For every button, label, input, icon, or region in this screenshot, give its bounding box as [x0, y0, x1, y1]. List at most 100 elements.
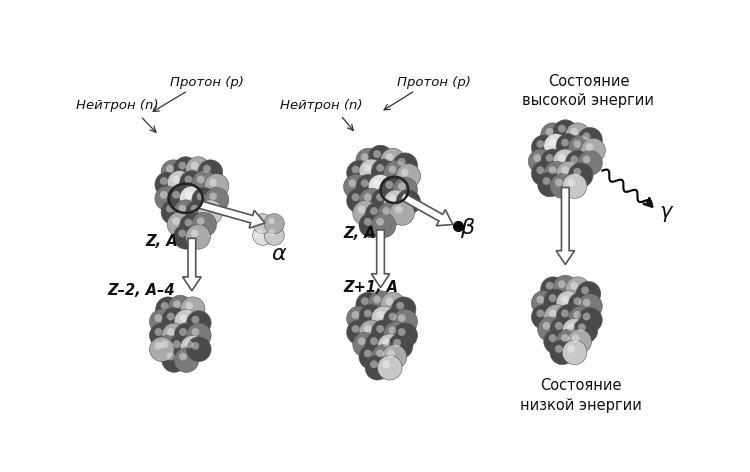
Circle shape	[256, 218, 263, 224]
Circle shape	[532, 161, 556, 186]
Text: Z, A: Z, A	[344, 226, 376, 241]
Circle shape	[545, 282, 554, 290]
Circle shape	[386, 297, 393, 305]
Circle shape	[376, 164, 384, 172]
Text: Z+1, A: Z+1, A	[344, 280, 398, 295]
Circle shape	[398, 314, 406, 322]
Circle shape	[393, 153, 418, 177]
Circle shape	[187, 311, 211, 336]
Circle shape	[361, 297, 369, 305]
Circle shape	[172, 217, 180, 225]
Circle shape	[190, 229, 199, 237]
Circle shape	[371, 213, 396, 237]
Text: Состояние
высокой энергии: Состояние высокой энергии	[523, 74, 655, 109]
Circle shape	[173, 225, 198, 249]
Circle shape	[371, 345, 396, 369]
Circle shape	[356, 148, 380, 173]
Polygon shape	[183, 238, 201, 291]
Circle shape	[553, 149, 578, 174]
Circle shape	[185, 340, 194, 348]
Circle shape	[390, 201, 415, 225]
Circle shape	[549, 294, 556, 302]
Circle shape	[368, 291, 393, 315]
Circle shape	[346, 188, 371, 213]
Circle shape	[377, 202, 402, 227]
Circle shape	[361, 179, 369, 187]
Circle shape	[570, 128, 578, 135]
Circle shape	[361, 153, 369, 161]
Circle shape	[586, 143, 593, 151]
Circle shape	[349, 179, 356, 187]
Circle shape	[160, 191, 168, 199]
Circle shape	[167, 186, 192, 211]
Circle shape	[192, 170, 217, 195]
Circle shape	[383, 190, 408, 214]
Circle shape	[179, 314, 187, 322]
Circle shape	[561, 166, 569, 174]
Text: Z–2, A–4: Z–2, A–4	[107, 283, 175, 298]
Circle shape	[562, 319, 587, 343]
Circle shape	[400, 169, 409, 177]
Circle shape	[562, 340, 587, 365]
Circle shape	[556, 161, 580, 186]
Circle shape	[166, 205, 174, 213]
Circle shape	[568, 292, 593, 317]
Circle shape	[377, 355, 402, 380]
Circle shape	[370, 337, 378, 345]
Circle shape	[203, 205, 211, 213]
Circle shape	[352, 193, 359, 201]
Circle shape	[583, 299, 590, 307]
Circle shape	[187, 337, 211, 362]
Circle shape	[162, 323, 187, 348]
Circle shape	[368, 145, 393, 170]
Circle shape	[393, 323, 418, 348]
Circle shape	[371, 306, 396, 331]
Circle shape	[365, 202, 390, 227]
Circle shape	[174, 323, 199, 348]
Circle shape	[179, 353, 187, 361]
Circle shape	[166, 312, 175, 320]
Circle shape	[578, 294, 602, 319]
Circle shape	[549, 334, 556, 342]
Circle shape	[393, 339, 401, 346]
Circle shape	[174, 309, 199, 334]
Circle shape	[359, 213, 383, 237]
Circle shape	[268, 218, 274, 224]
Circle shape	[550, 340, 574, 365]
Circle shape	[583, 133, 590, 140]
Text: Протон (p): Протон (p)	[398, 76, 471, 89]
Circle shape	[371, 188, 396, 213]
Circle shape	[356, 292, 380, 317]
Circle shape	[179, 328, 187, 336]
Circle shape	[542, 177, 550, 185]
Circle shape	[154, 328, 162, 336]
Circle shape	[368, 175, 393, 199]
Circle shape	[376, 350, 384, 357]
Circle shape	[382, 360, 390, 368]
Circle shape	[161, 160, 186, 185]
Circle shape	[541, 277, 566, 302]
Circle shape	[268, 229, 274, 236]
Circle shape	[553, 275, 578, 300]
Text: Z, A: Z, A	[146, 234, 178, 249]
Circle shape	[178, 162, 186, 169]
Circle shape	[196, 193, 205, 200]
Circle shape	[398, 328, 406, 336]
Circle shape	[179, 186, 204, 211]
Circle shape	[573, 168, 581, 176]
Circle shape	[396, 302, 404, 310]
Circle shape	[561, 139, 569, 146]
Circle shape	[580, 138, 605, 163]
Circle shape	[538, 172, 562, 197]
Circle shape	[172, 191, 180, 199]
Circle shape	[573, 297, 581, 305]
Circle shape	[532, 304, 556, 329]
Circle shape	[536, 310, 544, 317]
Circle shape	[370, 360, 378, 368]
Circle shape	[553, 120, 578, 144]
Circle shape	[173, 157, 198, 181]
Circle shape	[374, 179, 381, 187]
Circle shape	[532, 291, 556, 315]
Polygon shape	[400, 193, 453, 226]
Circle shape	[386, 153, 393, 161]
